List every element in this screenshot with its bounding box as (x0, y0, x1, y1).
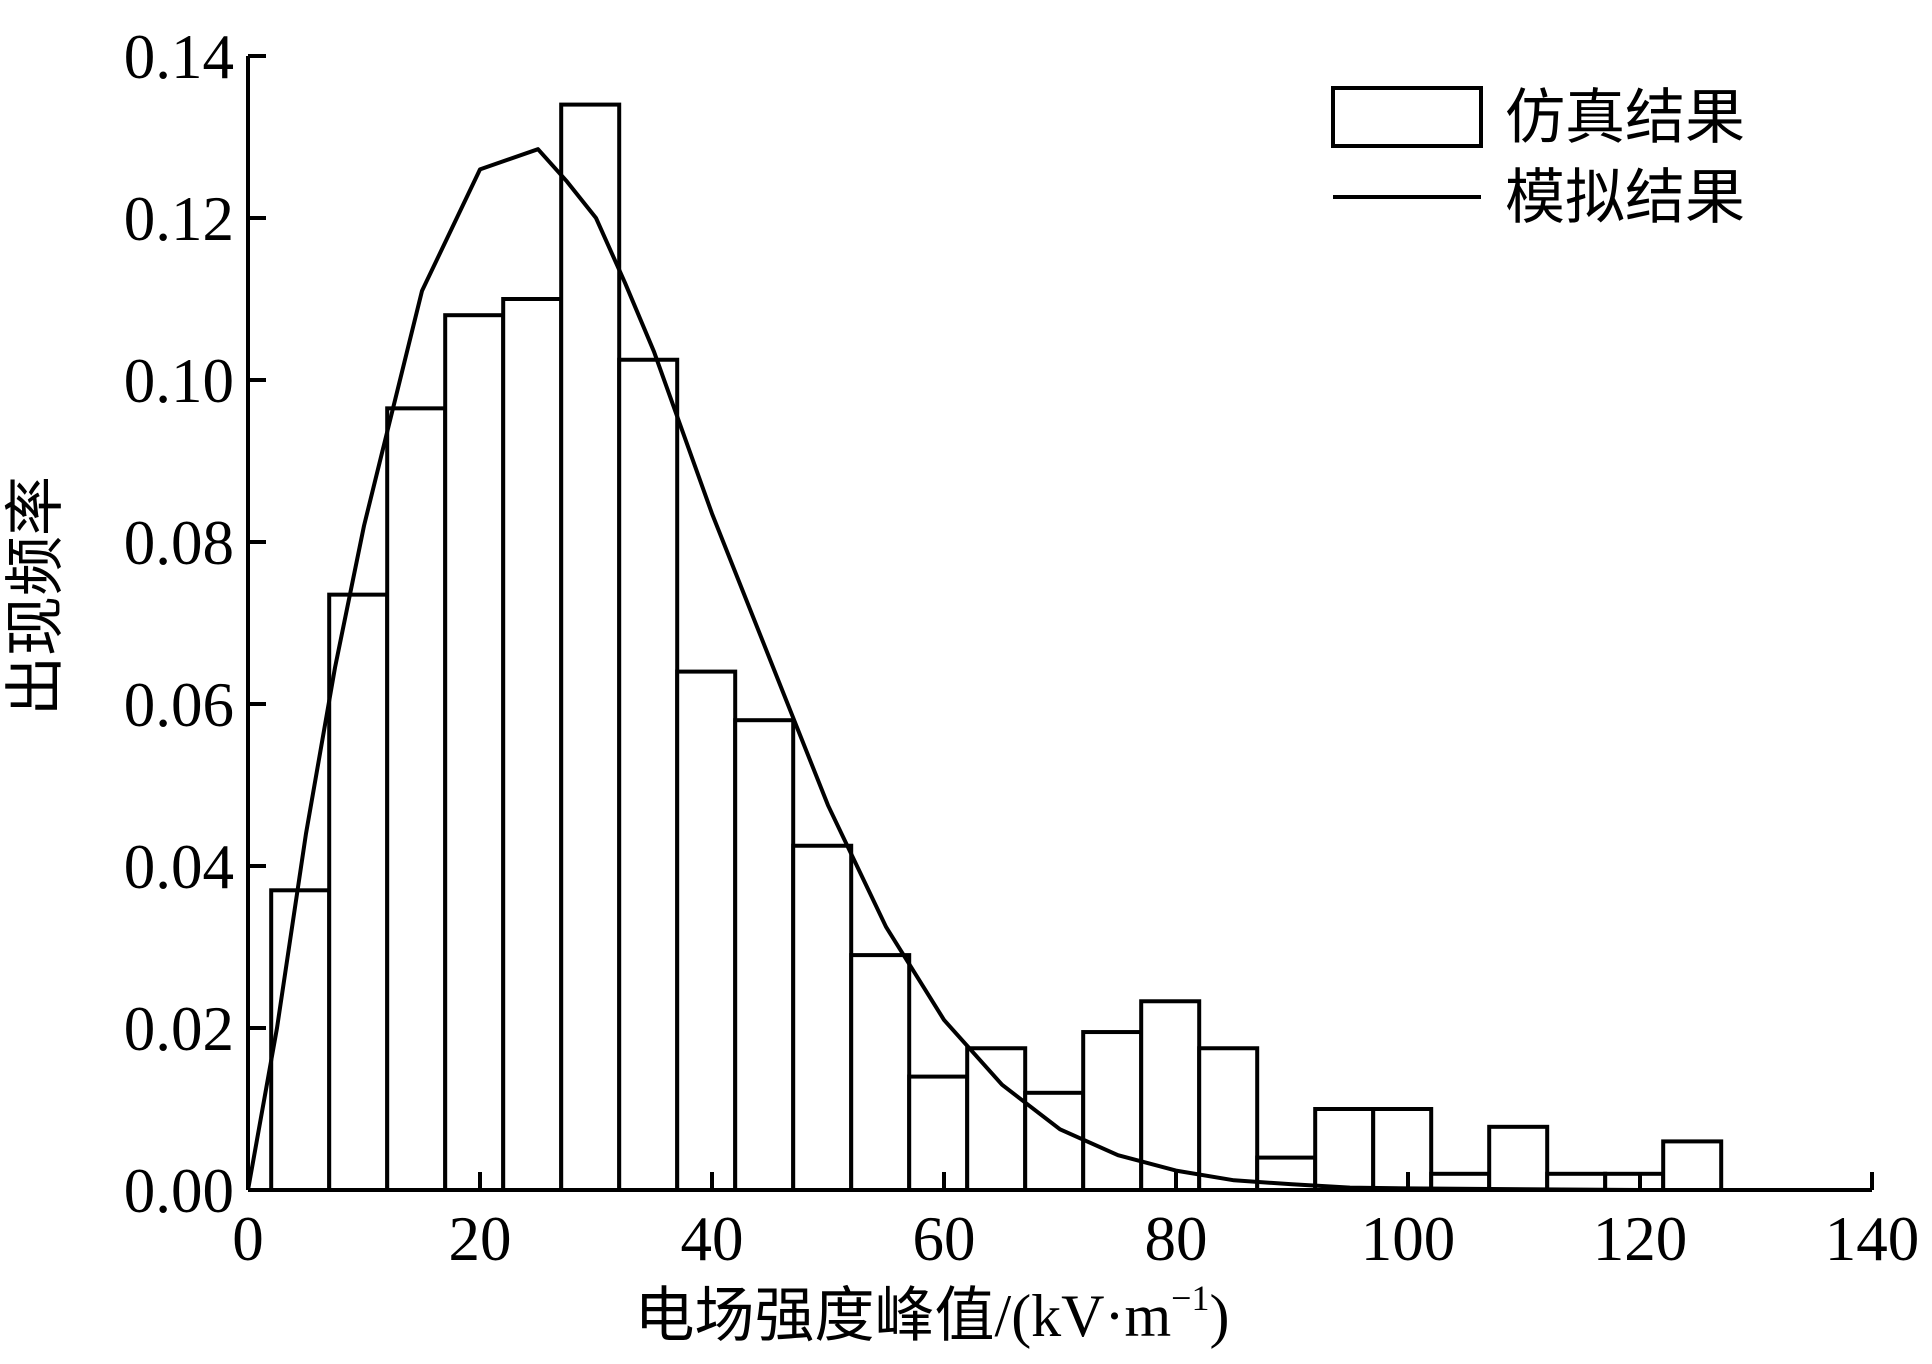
histogram-bar (907, 1074, 970, 1192)
histogram-bar (501, 297, 564, 1192)
y-tick-label: 0.00 (124, 1156, 234, 1226)
x-tick-label: 100 (1361, 1204, 1456, 1274)
histogram-bar (1661, 1139, 1724, 1193)
histogram-bar (1603, 1171, 1666, 1193)
histogram-bar (617, 357, 680, 1192)
legend-label-simulation: 仿真结果 (1505, 85, 1745, 151)
histogram-bar (1313, 1107, 1376, 1192)
legend-bar-swatch (1331, 86, 1483, 148)
y-tick-label: 0.14 (124, 22, 234, 92)
histogram-bar (327, 592, 390, 1192)
y-tick-label: 0.12 (124, 184, 234, 254)
x-tick-label: 80 (1145, 1204, 1208, 1274)
histogram-bar (385, 406, 448, 1193)
histogram-bar (791, 843, 854, 1192)
histogram-bar (559, 102, 622, 1193)
x-tick-label: 0 (232, 1204, 264, 1274)
histogram-bar (443, 313, 506, 1192)
legend-label-fitted: 模拟结果 (1505, 165, 1745, 231)
y-tick-label: 0.10 (124, 346, 234, 416)
y-tick-label: 0.02 (124, 994, 234, 1064)
fitted-curve-line (246, 147, 1756, 1192)
histogram-bar (733, 718, 796, 1192)
histogram-bar (1487, 1124, 1550, 1192)
histogram-bar (1371, 1107, 1434, 1192)
x-tick-label: 60 (913, 1204, 976, 1274)
histogram-bar (1197, 1046, 1260, 1192)
x-axis-title: 电场强度峰值/(kV·m−1) (635, 1278, 1230, 1349)
histogram-bar (965, 1046, 1028, 1192)
histogram-bar (849, 953, 912, 1192)
x-tick-label: 20 (449, 1204, 512, 1274)
x-tick-label: 120 (1593, 1204, 1688, 1274)
y-axis-title: 出现频率 (3, 476, 69, 716)
histogram-bar (675, 669, 738, 1192)
histogram-bar (1081, 1030, 1144, 1193)
x-axis-title-main: 电场强度峰值/(kV·m (635, 1283, 1172, 1349)
y-tick-label: 0.08 (124, 508, 234, 578)
y-tick-label: 0.06 (124, 670, 234, 740)
x-axis-title-superscript: −1 (1171, 1278, 1209, 1318)
y-tick-label: 0.04 (124, 832, 234, 902)
x-axis-title-close: ) (1209, 1283, 1229, 1349)
histogram-bar (269, 888, 332, 1192)
x-tick-label: 40 (681, 1204, 744, 1274)
x-tick-label: 140 (1825, 1204, 1920, 1274)
